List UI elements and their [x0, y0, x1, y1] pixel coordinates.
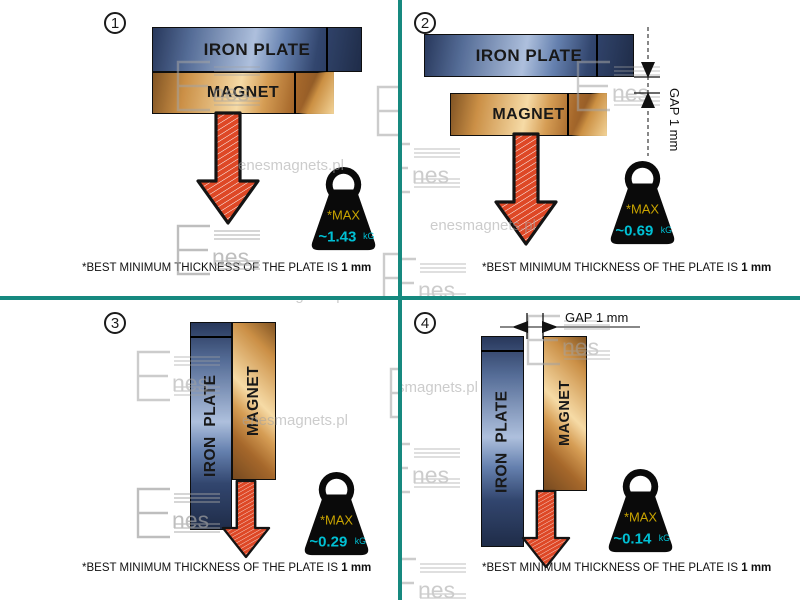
svg-text:GAP 1 mm: GAP 1 mm	[667, 88, 682, 151]
svg-text:GAP 1 mm: GAP 1 mm	[565, 310, 628, 325]
